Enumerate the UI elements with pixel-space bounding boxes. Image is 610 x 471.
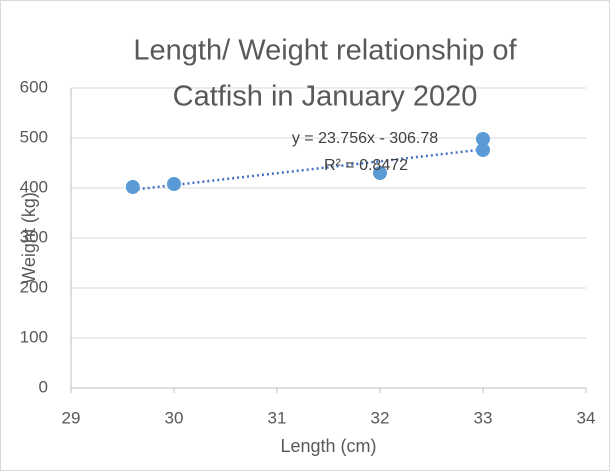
y-tick-label: 600 [20,77,48,96]
chart-title: Catfish in January 2020 [173,81,478,113]
scatter-point [373,166,387,180]
x-tick-label: 34 [577,408,596,427]
trendline-r-squared: R² = 0.8472 [324,157,408,174]
scatter-point [167,177,181,191]
x-axis-label: Length (cm) [280,436,376,456]
scatter-point [476,143,490,157]
x-tick-label: 32 [371,408,390,427]
trendline-equation: y = 23.756x - 306.78 [292,130,438,147]
scatter-point [125,180,140,194]
scatter-point [476,132,490,146]
trendline [132,148,484,192]
chart-title: Length/ Weight relationship of [133,35,517,67]
x-tick-label: 31 [268,408,287,427]
y-tick-label: 100 [20,327,48,346]
y-tick-label: 500 [20,127,48,146]
x-tick-label: 29 [62,408,81,427]
x-tick-label: 33 [474,408,493,427]
y-tick-label: 200 [20,277,48,296]
y-tick-label: 0 [39,377,48,396]
y-tick-label: 300 [20,227,48,246]
y-axis-label: Weight (kg) [19,192,39,284]
y-tick-label: 400 [20,177,48,196]
x-tick-label: 30 [165,408,184,427]
